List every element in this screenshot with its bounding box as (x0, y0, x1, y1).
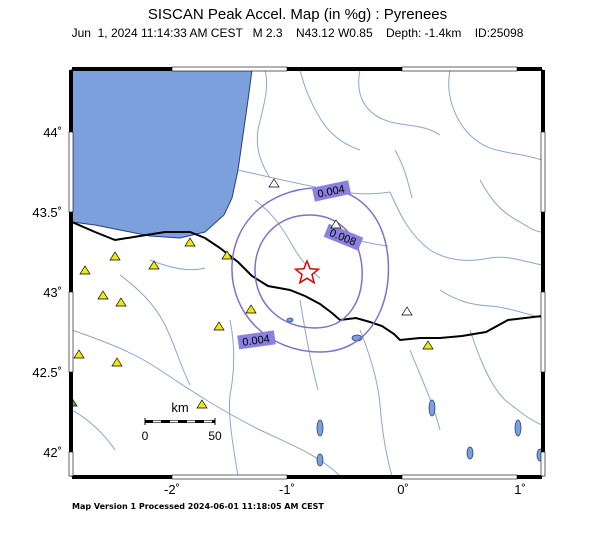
triangle-icon (111, 357, 123, 367)
triangle-icon (115, 297, 127, 307)
svg-text:50: 50 (208, 429, 222, 443)
svg-text:0.004: 0.004 (242, 333, 271, 349)
map-area: 0.004 0.008 0.004 (72, 70, 542, 476)
triangle-icon (196, 399, 208, 409)
triangle-icon (330, 219, 342, 229)
scale-bar: km 0 50 (142, 400, 222, 443)
triangle-icon (148, 260, 160, 270)
x-axis-labels: -2˚ -1˚ 0˚ 1˚ (164, 482, 526, 497)
triangle-icon (73, 349, 85, 359)
x-tick-label: -2˚ (164, 482, 180, 497)
triangle-icon (79, 265, 91, 275)
y-tick-label: 44˚ (43, 125, 62, 140)
y-axis-labels: 44˚ 43.5˚ 43˚ 42.5˚ 42˚ (32, 125, 62, 460)
y-tick-label: 42˚ (43, 445, 62, 460)
sea-area (72, 70, 253, 239)
triangle-icon (97, 290, 109, 300)
triangle-icon (213, 321, 225, 331)
contour-label-1: 0.004 (311, 180, 352, 202)
svg-text:0: 0 (142, 429, 149, 443)
svg-text:0.008: 0.008 (328, 227, 358, 248)
contour-label-3: 0.004 (237, 330, 276, 350)
svg-text:km: km (171, 400, 188, 415)
country-border (72, 221, 542, 342)
map-title: SISCAN Peak Accel. Map (in %g) : Pyrenee… (147, 6, 448, 23)
star-icon (293, 258, 321, 285)
triangle-icon (422, 340, 434, 350)
y-tick-label: 43˚ (43, 285, 62, 300)
triangle-icon (401, 306, 413, 316)
x-tick-label: 0˚ (397, 482, 409, 497)
y-tick-label: 42.5˚ (32, 365, 62, 380)
x-tick-label: -1˚ (279, 482, 295, 497)
triangle-icon (72, 397, 78, 407)
contour-outer (231, 187, 390, 353)
triangle-icon (221, 250, 233, 260)
lakes (286, 317, 542, 467)
event-info: Jun 1, 2024 11:14:33 AM CEST M 2.3 N43.1… (71, 26, 524, 40)
map-version-note: Map Version 1 Processed 2024-06-01 11:18… (72, 502, 324, 511)
frame-ticks (68, 66, 546, 480)
x-tick-label: 1˚ (514, 482, 526, 497)
y-tick-label: 43.5˚ (32, 205, 62, 220)
svg-text:0.004: 0.004 (316, 183, 345, 200)
stations (72, 178, 434, 409)
triangle-icon (109, 251, 121, 261)
rivers (72, 70, 542, 476)
triangle-icon (245, 304, 257, 314)
triangle-icon (184, 237, 196, 247)
triangle-icon (268, 178, 280, 188)
